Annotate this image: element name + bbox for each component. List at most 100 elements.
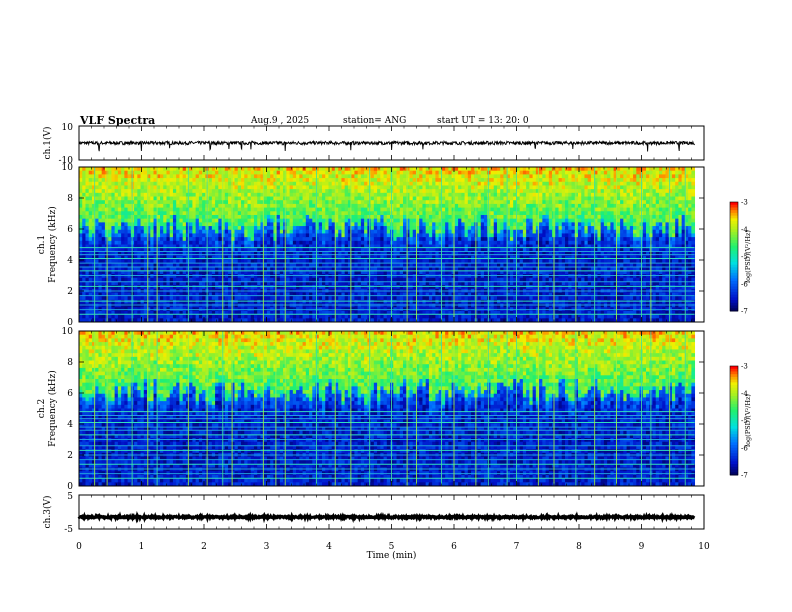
psd-cell [153,196,158,201]
psd-cell [250,218,255,223]
psd-cell [143,185,148,190]
psd-cell [95,303,99,308]
psd-cell [370,226,375,231]
psd-cell [260,226,265,231]
psd-cell [79,255,83,260]
psd-cell [338,226,342,231]
psd-cell [160,200,164,205]
psd-cell [266,211,271,216]
psd-cell [85,200,90,205]
psd-cell [95,270,99,275]
psd-cell [279,170,284,175]
psd-cell [228,185,232,190]
psd-cell [276,274,281,279]
psd-cell [305,270,310,275]
psd-cell [396,218,401,223]
psd-cell [383,244,388,249]
psd-cell [441,292,446,297]
psd-cell [185,296,190,301]
psd-cell [309,214,313,220]
psd-cell [448,277,453,282]
psd-cell [169,292,174,297]
psd-cell [192,310,197,316]
psd-cell [325,248,329,253]
psd-cell [403,255,407,260]
psd-cell [231,185,235,190]
psd-cell [296,303,300,308]
psd-cell [231,296,235,301]
psd-cell [383,296,388,301]
psd-cell [438,185,443,190]
psd-cell [79,192,83,197]
psd-cell [156,167,161,172]
psd-cell [134,274,138,279]
psd-cell [150,248,154,253]
psd-cell [111,226,116,231]
psd-cell [370,178,375,183]
psd-cell [91,299,96,304]
psd-cell [234,277,239,282]
psd-cell [234,251,239,256]
psd-cell [312,192,316,197]
psd-cell [406,314,410,319]
psd-cell [241,292,245,297]
psd-cell [328,248,333,253]
psd-cell [448,262,453,268]
psd-cell [221,262,226,268]
psd-cell [215,237,219,242]
psd-cell [322,303,326,308]
psd-cell [286,218,291,223]
psd-cell [406,196,410,201]
psd-cell [276,214,281,220]
psd-cell [351,292,355,297]
psd-cell [328,174,333,179]
psd-cell [334,318,339,323]
psd-cell [143,270,148,275]
psd-cell [331,226,336,231]
psd-cell [373,274,378,279]
psd-cell [415,285,420,290]
psd-cell [156,189,161,194]
psd-cell [448,251,453,256]
psd-cell [377,207,381,212]
psd-cell [279,240,284,245]
psd-cell [341,318,346,323]
psd-cell [241,314,245,319]
psd-cell [328,203,333,208]
psd-cell [169,270,174,275]
psd-cell [412,270,417,275]
psd-cell [108,211,112,216]
psd-cell [82,178,86,183]
psd-cell [218,181,222,186]
psd-cell [117,185,122,190]
psd-cell [419,170,423,175]
psd-cell [79,233,83,238]
psd-cell [130,270,135,275]
psd-cell [85,285,90,290]
psd-cell [88,233,93,238]
psd-cell [325,299,329,304]
psd-cell [198,310,203,316]
psd-cell [351,244,355,249]
psd-cell [137,248,141,253]
psd-cell [169,207,174,212]
psd-cell [101,174,106,179]
psd-cell [150,214,154,220]
psd-cell [351,274,355,279]
psd-cell [88,318,93,323]
psd-cell [244,244,248,249]
ch1-waveform-trace [78,139,695,152]
psd-cell [218,277,222,282]
psd-cell [260,185,265,190]
psd-cell [380,233,384,238]
psd-cell [147,214,151,220]
psd-cell [399,262,404,268]
psd-cell [85,251,90,256]
psd-cell [448,226,453,231]
psd-cell [331,248,336,253]
psd-cell [357,222,362,227]
psd-cell [198,255,203,260]
psd-cell [441,226,446,231]
psd-cell [108,266,112,271]
psd-cell [82,318,86,323]
